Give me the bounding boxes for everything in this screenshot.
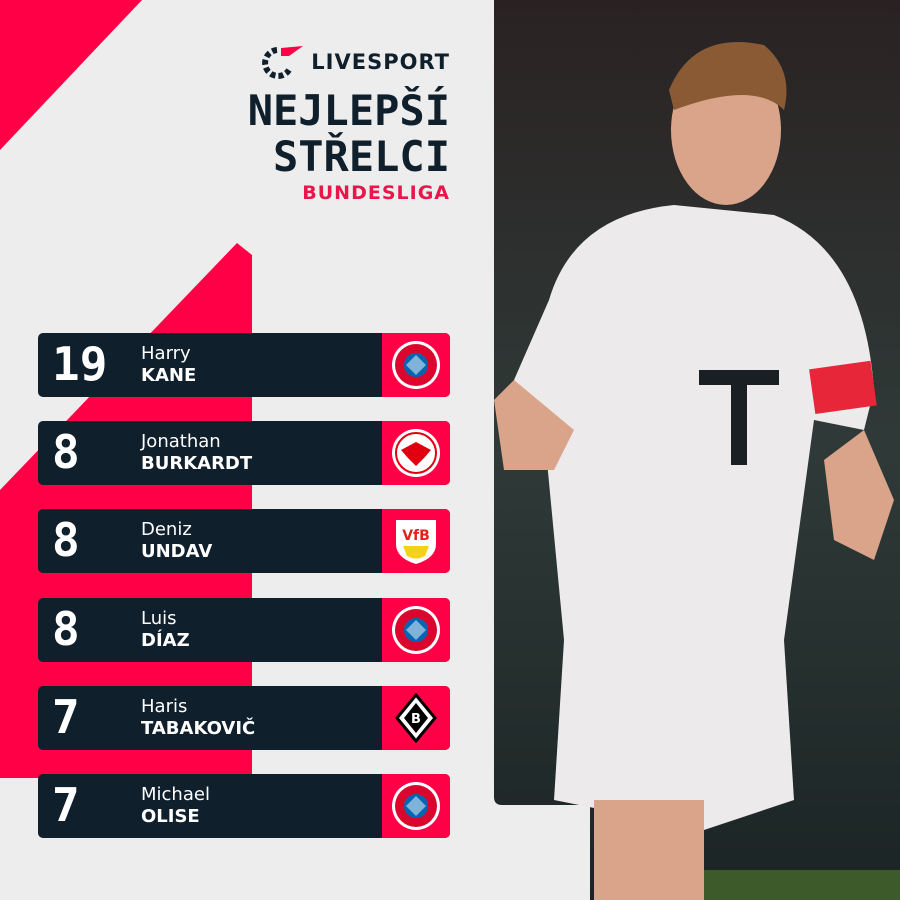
player-name: Michael OLISE	[141, 784, 210, 828]
club-crest-box	[382, 333, 450, 397]
player-last-name: OLISE	[141, 806, 200, 827]
player-first-name: Michael	[141, 784, 210, 805]
player-first-name: Harry	[141, 343, 191, 364]
goals-count: 8	[52, 425, 80, 479]
player-last-name: BURKARDT	[141, 453, 253, 474]
player-name: Haris TABAKOVIČ	[141, 696, 255, 740]
player-first-name: Jonathan	[141, 431, 221, 452]
scorer-row: 8 Jonathan BURKARDT	[38, 421, 450, 485]
player-first-name: Luis	[141, 608, 177, 629]
player-first-name: Deniz	[141, 519, 192, 540]
scorer-row: 8 Deniz UNDAV VfB	[38, 509, 450, 573]
title-line-1: NEJLEPŠÍ	[247, 86, 450, 135]
goals-count: 19	[52, 337, 108, 391]
title-line-2: STŘELCI	[272, 132, 450, 181]
livesport-logo-icon	[262, 46, 304, 79]
club-crest-box: VfB	[382, 509, 450, 573]
borussia-monchengladbach-crest-icon: B	[395, 693, 437, 743]
livesport-logo: LIVESPORT	[259, 44, 450, 80]
club-crest-box	[382, 598, 450, 662]
eintracht-frankfurt-crest-icon	[392, 429, 440, 477]
scorer-row: 7 Michael OLISE	[38, 774, 450, 838]
player-name: Deniz UNDAV	[141, 519, 212, 563]
goals-count: 8	[52, 513, 80, 567]
goals-count: 7	[52, 690, 80, 744]
league-name: BUNDESLIGA	[302, 182, 450, 204]
bayern-munchen-crest-icon	[392, 782, 440, 830]
corner-triangle	[0, 0, 142, 150]
player-first-name: Haris	[141, 696, 188, 717]
player-name: Harry KANE	[141, 343, 196, 387]
player-name: Luis DÍAZ	[141, 608, 190, 652]
scorer-row: 19 Harry KANE	[38, 333, 450, 397]
goals-count: 7	[52, 778, 80, 832]
brand-name: LIVESPORT	[311, 50, 450, 74]
player-last-name: TABAKOVIČ	[141, 718, 256, 739]
bayern-munchen-crest-icon	[392, 606, 440, 654]
club-crest-box: B	[382, 686, 450, 750]
scorer-row: 7 Haris TABAKOVIČ B	[38, 686, 450, 750]
page-title: NEJLEPŠÍ STŘELCI	[248, 88, 450, 180]
scorer-row: 8 Luis DÍAZ	[38, 598, 450, 662]
svg-text:B: B	[411, 712, 421, 727]
svg-text:VfB: VfB	[402, 528, 430, 544]
player-last-name: UNDAV	[141, 541, 213, 562]
player-photo	[494, 0, 900, 900]
player-name: Jonathan BURKARDT	[141, 431, 252, 475]
bayern-munchen-crest-icon	[392, 341, 440, 389]
player-last-name: KANE	[141, 365, 197, 386]
goals-count: 8	[52, 602, 80, 656]
vfb-stuttgart-crest-icon: VfB	[396, 520, 436, 564]
club-crest-box	[382, 774, 450, 838]
player-last-name: DÍAZ	[141, 630, 190, 651]
club-crest-box	[382, 421, 450, 485]
